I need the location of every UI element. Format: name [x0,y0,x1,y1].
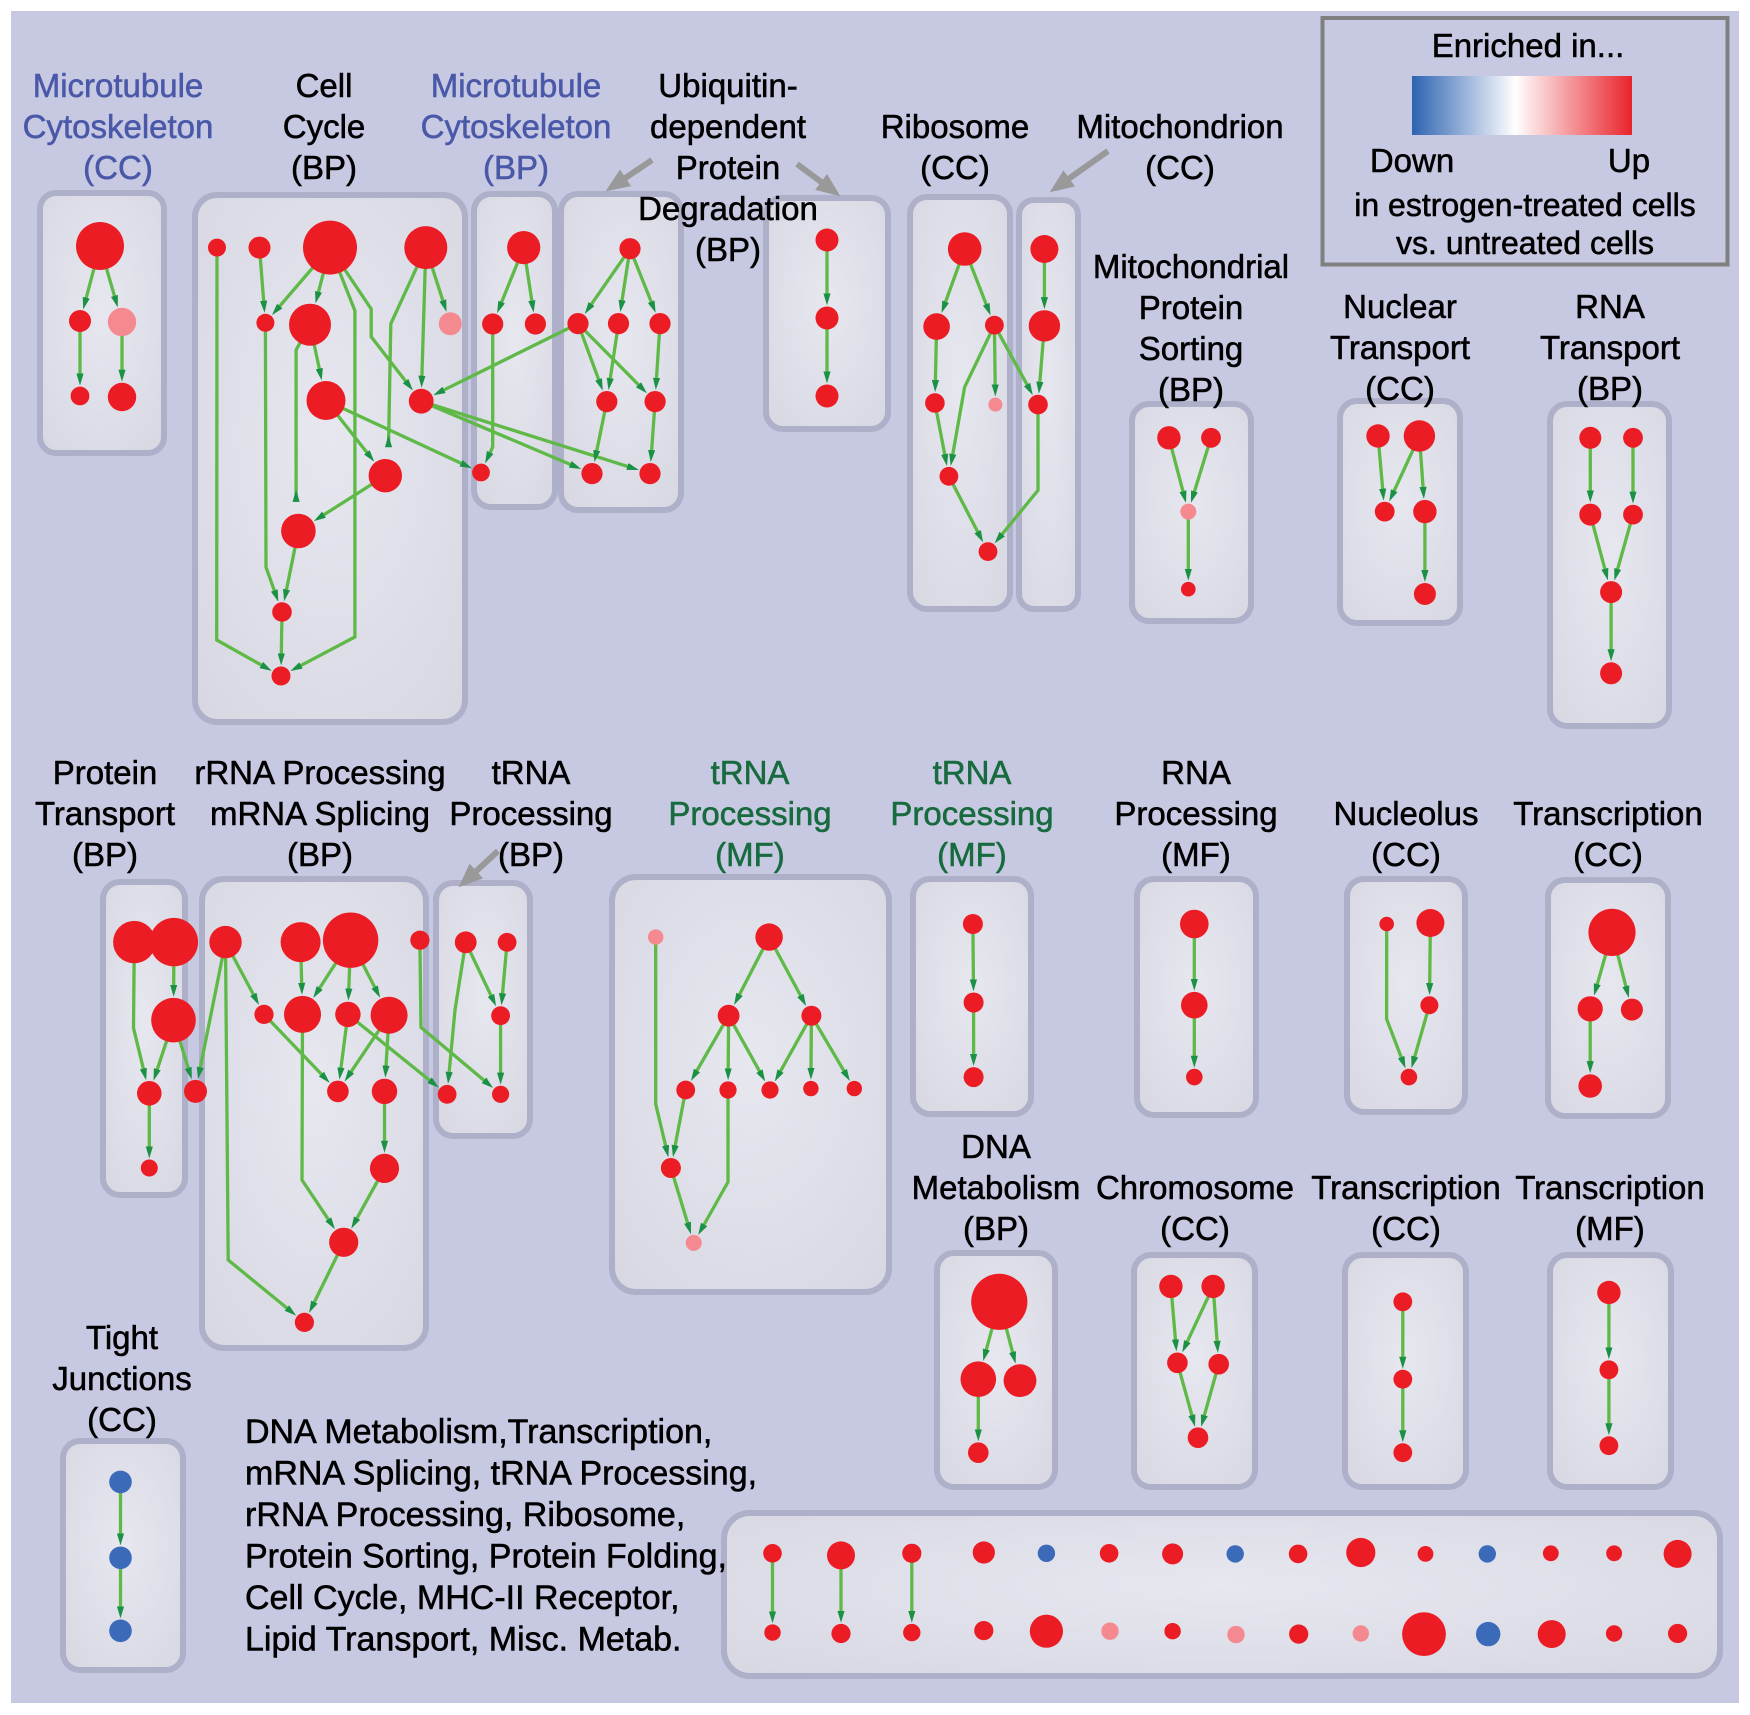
svg-text:(BP): (BP) [291,149,357,186]
svg-text:(MF): (MF) [1161,836,1231,873]
svg-text:RNA: RNA [1161,754,1231,791]
svg-text:(BP): (BP) [498,836,564,873]
svg-text:(MF): (MF) [715,836,785,873]
svg-text:(CC): (CC) [1365,370,1435,407]
svg-text:Cycle: Cycle [283,108,366,145]
svg-text:Processing: Processing [890,795,1053,832]
svg-text:(CC): (CC) [83,149,153,186]
svg-text:Nuclear: Nuclear [1343,288,1457,325]
svg-text:Mitochondrial: Mitochondrial [1093,248,1289,285]
svg-text:(CC): (CC) [1145,149,1215,186]
svg-text:(CC): (CC) [1371,1210,1441,1247]
svg-text:(CC): (CC) [1371,836,1441,873]
svg-text:Ribosome: Ribosome [881,108,1030,145]
svg-text:Cytoskeleton: Cytoskeleton [421,108,612,145]
svg-text:Mitochondrion: Mitochondrion [1076,108,1283,145]
svg-text:(MF): (MF) [937,836,1007,873]
svg-text:Transcription: Transcription [1311,1169,1501,1206]
svg-text:Sorting: Sorting [1139,330,1244,367]
svg-text:mRNA Splicing: mRNA Splicing [210,795,430,832]
svg-text:(BP): (BP) [963,1210,1029,1247]
svg-text:(BP): (BP) [72,836,138,873]
svg-text:(BP): (BP) [287,836,353,873]
svg-text:(BP): (BP) [1577,370,1643,407]
svg-text:DNA Metabolism,Transcription,: DNA Metabolism,Transcription, [245,1413,712,1451]
svg-text:Microtubule: Microtubule [431,67,602,104]
svg-text:tRNA: tRNA [933,754,1012,791]
svg-text:Protein Sorting, Protein Foldi: Protein Sorting, Protein Folding, [245,1538,727,1576]
svg-text:mRNA Splicing, tRNA Processing: mRNA Splicing, tRNA Processing, [245,1455,757,1493]
svg-text:DNA: DNA [961,1128,1031,1165]
svg-text:(CC): (CC) [87,1401,157,1438]
svg-text:Metabolism: Metabolism [912,1169,1081,1206]
svg-text:Up: Up [1608,142,1650,179]
svg-text:Enriched in...: Enriched in... [1432,27,1625,64]
svg-text:Cell Cycle, MHC-II Receptor,: Cell Cycle, MHC-II Receptor, [245,1579,680,1617]
svg-text:Cytoskeleton: Cytoskeleton [23,108,214,145]
svg-text:tRNA: tRNA [492,754,571,791]
svg-text:Lipid Transport, Misc. Metab.: Lipid Transport, Misc. Metab. [245,1621,682,1659]
svg-text:vs. untreated cells: vs. untreated cells [1396,225,1654,261]
svg-text:(BP): (BP) [483,149,549,186]
svg-text:Transport: Transport [1540,329,1680,366]
svg-text:Junctions: Junctions [52,1360,191,1397]
svg-text:rRNA Processing, Ribosome,: rRNA Processing, Ribosome, [245,1496,685,1534]
svg-text:Transport: Transport [35,795,175,832]
svg-text:Processing: Processing [1114,795,1277,832]
svg-text:dependent: dependent [650,108,806,145]
svg-text:Tight: Tight [86,1319,158,1356]
svg-text:Protein: Protein [676,149,781,186]
svg-text:Protein: Protein [1139,289,1244,326]
svg-text:Cell: Cell [296,67,353,104]
svg-text:in estrogen-treated cells: in estrogen-treated cells [1354,187,1696,223]
svg-text:(BP): (BP) [1158,371,1224,408]
svg-text:Chromosome: Chromosome [1096,1169,1294,1206]
svg-text:(BP): (BP) [695,231,761,268]
svg-text:rRNA Processing: rRNA Processing [194,754,445,791]
svg-text:Down: Down [1370,142,1454,179]
svg-text:Transcription: Transcription [1515,1169,1705,1206]
svg-text:Microtubule: Microtubule [33,67,204,104]
svg-text:Transcription: Transcription [1513,795,1703,832]
svg-text:Ubiquitin-: Ubiquitin- [658,67,797,104]
svg-text:Nucleolus: Nucleolus [1334,795,1479,832]
svg-text:(CC): (CC) [1160,1210,1230,1247]
svg-text:Transport: Transport [1330,329,1470,366]
svg-text:(MF): (MF) [1575,1210,1645,1247]
svg-text:Protein: Protein [53,754,158,791]
svg-text:(CC): (CC) [920,149,990,186]
svg-text:tRNA: tRNA [711,754,790,791]
svg-text:Processing: Processing [668,795,831,832]
svg-text:Processing: Processing [449,795,612,832]
svg-text:RNA: RNA [1575,288,1645,325]
svg-text:Degradation: Degradation [638,190,818,227]
svg-text:(CC): (CC) [1573,836,1643,873]
